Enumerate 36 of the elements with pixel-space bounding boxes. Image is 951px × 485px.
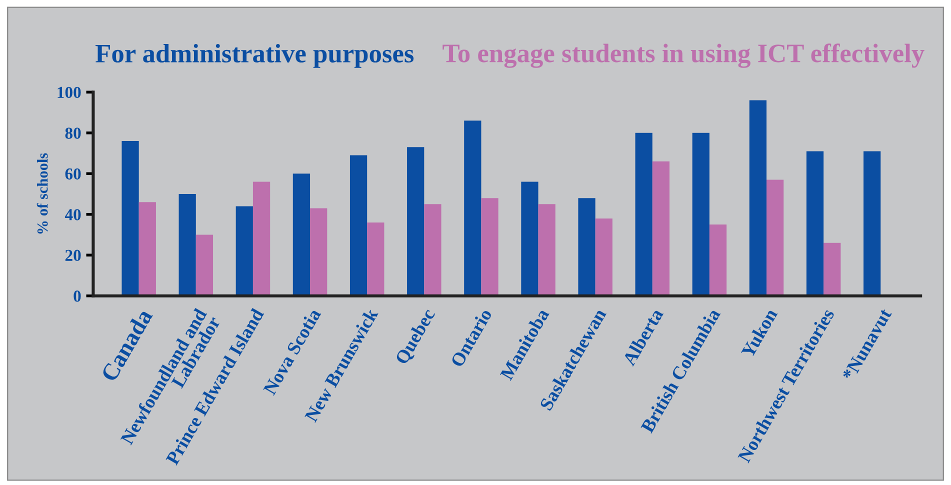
bar [824,242,841,296]
bar [521,182,538,296]
bar [310,208,328,296]
y-tick-label: 60 [65,168,81,180]
bar [595,218,612,296]
bar [424,204,442,296]
y-tick-label: 40 [64,209,81,220]
bar [635,132,652,296]
bar [178,194,196,296]
bar [481,198,498,296]
text: For administrative purposes [96,44,414,68]
y-tick-label: 80 [65,128,81,139]
bar [138,202,156,296]
y-axis-title: % of schools [36,153,48,234]
y-tick-label: 20 [65,250,81,262]
bar [196,234,214,296]
bar [367,222,384,296]
text: To engage students in using ICT effectively [442,43,924,68]
bar [578,198,596,296]
bar [350,155,368,296]
bar [122,141,139,296]
bar [252,182,270,296]
bar [464,120,482,296]
y-tick-label: 0 [74,290,81,302]
bar [749,100,767,296]
bar [692,132,710,296]
bar [292,174,310,296]
bar [652,161,670,296]
bar [766,180,784,296]
bar [538,204,556,296]
bar [864,151,881,296]
bar [806,151,824,296]
bar [236,206,253,296]
bar [709,224,727,296]
bar [407,147,424,296]
y-tick-label: 100 [58,86,81,98]
